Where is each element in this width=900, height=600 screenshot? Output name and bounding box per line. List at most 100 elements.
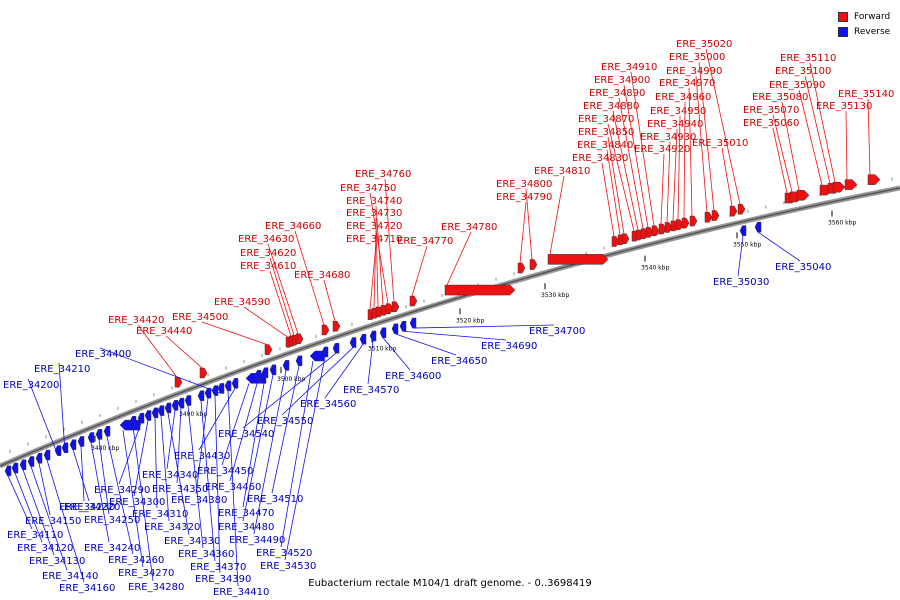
forward-gene-label: ERE_34920	[634, 144, 690, 155]
forward-leader-line	[269, 270, 292, 337]
forward-gene-label: ERE_34800	[496, 179, 552, 190]
reverse-gene-label: ERE_34380	[171, 495, 227, 506]
forward-gene-arrow	[704, 212, 713, 223]
forward-leader-line	[269, 257, 295, 336]
forward-gene-label: ERE_34740	[346, 196, 402, 207]
forward-gene-arrow	[391, 301, 400, 313]
reverse-gene-label: ERE_34240	[84, 543, 140, 554]
reverse-gene-arrow	[43, 449, 51, 461]
reverse-gene-arrow	[87, 432, 95, 443]
forward-leader-line	[630, 71, 655, 226]
forward-leader-line	[618, 97, 644, 229]
forward-gene-arrow	[645, 227, 654, 238]
reverse-gene-arrow	[739, 225, 747, 236]
reverse-swatch-icon	[838, 26, 848, 37]
forward-leader-line	[384, 178, 395, 302]
forward-leader-line	[375, 205, 384, 306]
genome-caption: Eubacterium rectale M104/1 draft genome.…	[308, 578, 592, 589]
reverse-leader-line	[284, 356, 326, 561]
reverse-gene-label: ERE_34470	[218, 508, 274, 519]
forward-gene-label: ERE_34970	[659, 78, 715, 89]
reverse-leader-line	[242, 374, 274, 522]
reverse-leader-line	[22, 469, 55, 556]
forward-gene-arrow	[611, 236, 620, 247]
reverse-gene-arrow	[19, 459, 27, 471]
reverse-leader-line	[382, 337, 411, 371]
forward-gene-label: ERE_34960	[655, 92, 711, 103]
reverse-leader-line	[227, 390, 239, 587]
forward-gene-arrow	[664, 222, 673, 233]
forward-gene-label: ERE_34750	[340, 183, 396, 194]
forward-gene-arrow	[651, 225, 660, 237]
reverse-gene-arrow	[129, 415, 137, 427]
reverse-gene-label: ERE_34290	[94, 485, 150, 496]
reverse-leader-line	[200, 400, 216, 562]
reverse-leader-line	[80, 446, 85, 502]
forward-swatch-icon	[838, 11, 848, 22]
forward-leader-line	[411, 245, 428, 297]
legend-reverse-label: Reverse	[854, 26, 891, 37]
reverse-gene-label: ERE_34370	[190, 562, 246, 573]
reverse-gene-arrow	[204, 387, 212, 399]
reverse-gene-label: ERE_34360	[178, 549, 234, 560]
forward-gene-arrow	[658, 223, 667, 235]
reverse-gene-arrow	[359, 333, 367, 345]
reverse-leader-line	[160, 415, 170, 522]
reverse-leader-line	[280, 360, 314, 548]
reverse-gene-arrow	[217, 383, 225, 394]
reverse-gene-label: ERE_34130	[29, 556, 85, 567]
reverse-gene-arrow	[379, 327, 387, 338]
forward-leader-line	[601, 162, 615, 237]
reverse-gene-label: ERE_34270	[118, 568, 174, 579]
genome-backbone-core	[0, 187, 900, 467]
reverse-leader-line	[402, 330, 507, 341]
forward-gene-arrow	[729, 205, 738, 217]
reverse-gene-label: ERE_34310	[132, 509, 188, 520]
forward-leader-line	[666, 141, 671, 223]
reverse-gene-label: ERE_34220	[64, 502, 120, 513]
forward-gene-label: ERE_35020	[676, 39, 732, 50]
forward-leader-line	[607, 136, 625, 234]
reverse-gene-arrow	[332, 342, 340, 354]
reverse-leader-line	[14, 472, 43, 543]
forward-gene-label: ERE_34930	[640, 132, 696, 143]
scale-label: 3540 kbp	[641, 265, 669, 272]
reverse-leader-line	[122, 430, 144, 568]
reverse-gene-arrow	[184, 395, 192, 406]
forward-gene-arrow	[796, 190, 810, 201]
reverse-leader-line	[242, 352, 337, 429]
forward-gene-label: ERE_34940	[647, 119, 703, 130]
forward-gene-label: ERE_35090	[769, 80, 825, 91]
forward-leader-line	[781, 101, 800, 191]
reverse-gene-arrow	[95, 429, 103, 440]
forward-leader-line	[677, 115, 681, 220]
reverse-gene-label: ERE_34570	[343, 385, 399, 396]
forward-leader-line	[525, 188, 533, 260]
reverse-gene-arrow	[369, 330, 377, 342]
forward-gene-arrow	[264, 344, 273, 355]
reverse-gene-label: ERE_34490	[229, 535, 285, 546]
reverse-gene-arrow	[164, 402, 172, 414]
reverse-gene-arrow	[409, 317, 417, 329]
forward-gene-label: ERE_35060	[743, 118, 799, 129]
reverse-gene-label: ERE_34300	[109, 497, 165, 508]
scale-label: 3520 kbp	[456, 317, 484, 324]
forward-leader-line	[798, 89, 823, 186]
reverse-gene-label: ERE_34550	[257, 416, 313, 427]
reverse-gene-label: ERE_34690	[481, 341, 537, 352]
forward-gene-label: ERE_35110	[780, 53, 836, 64]
reverse-leader-line	[46, 459, 85, 583]
forward-gene-label: ERE_34850	[578, 127, 634, 138]
reverse-gene-arrow	[35, 453, 43, 464]
forward-gene-arrow	[675, 219, 684, 230]
forward-leader-line	[867, 98, 871, 175]
reverse-leader-line	[106, 436, 134, 555]
forward-gene-arrow	[295, 333, 304, 345]
forward-leader-line	[672, 128, 678, 221]
reverse-leader-line	[221, 383, 250, 466]
reverse-leader-line	[394, 333, 457, 356]
reverse-gene-label: ERE_34600	[385, 371, 441, 382]
reverse-gene-label: ERE_34530	[260, 561, 316, 572]
forward-gene-arrow	[832, 181, 846, 193]
forward-gene-label: ERE_34780	[441, 222, 497, 233]
